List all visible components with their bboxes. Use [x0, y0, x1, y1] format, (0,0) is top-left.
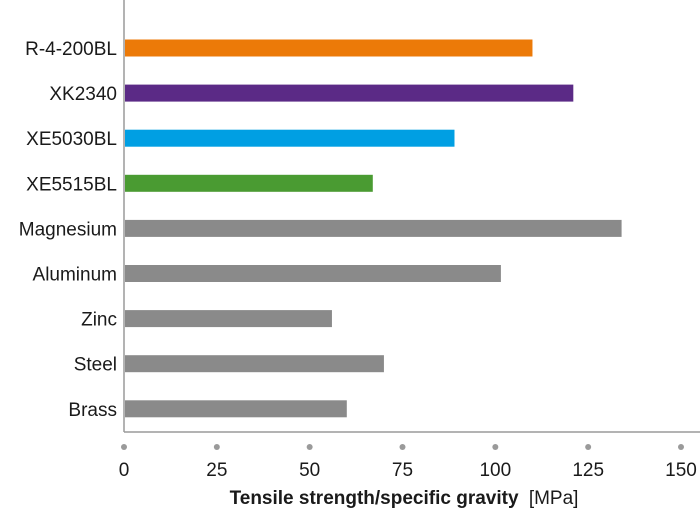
bar-xk2340	[125, 84, 574, 102]
x-tick-label: 25	[206, 460, 227, 481]
category-label: XE5030BL	[26, 129, 117, 150]
x-tick-label: 50	[299, 460, 320, 481]
x-tick-label: 0	[119, 460, 130, 481]
x-axis-label-main: Tensile strength/specific gravity	[230, 488, 519, 509]
category-label: XE5515BL	[26, 174, 117, 195]
bar-steel	[125, 355, 384, 373]
category-label: Zinc	[81, 310, 117, 331]
x-tick-dot	[306, 444, 313, 450]
category-label: Magnesium	[19, 219, 117, 240]
bar-zinc	[125, 310, 332, 328]
category-label: Steel	[74, 355, 117, 376]
x-tick-label: 150	[665, 460, 697, 481]
bar-magnesium	[125, 219, 622, 237]
bar-xe5515bl	[125, 174, 373, 192]
x-tick-dot	[121, 444, 127, 450]
x-tick-dot	[492, 444, 499, 450]
bar-r-4-200bl	[125, 39, 533, 57]
x-tick-dot	[213, 444, 220, 450]
bar-aluminum	[125, 265, 501, 282]
x-axis-label-unit: [MPa]	[529, 488, 579, 509]
category-label: Aluminum	[33, 265, 117, 286]
x-tick-dot	[678, 444, 684, 450]
bar-brass	[125, 400, 347, 418]
x-tick-label: 100	[479, 460, 511, 481]
x-tick-dot	[585, 444, 592, 450]
category-label: R-4-200BL	[25, 39, 117, 60]
bar-xe5030bl	[125, 129, 455, 147]
category-label: XK2340	[49, 84, 117, 105]
x-tick-label: 75	[392, 460, 413, 481]
category-label: Brass	[68, 400, 117, 421]
x-tick-dot	[399, 444, 406, 450]
x-tick-label: 125	[572, 460, 604, 481]
x-axis-label: Tensile strength/specific gravity [MPa]	[230, 488, 579, 509]
